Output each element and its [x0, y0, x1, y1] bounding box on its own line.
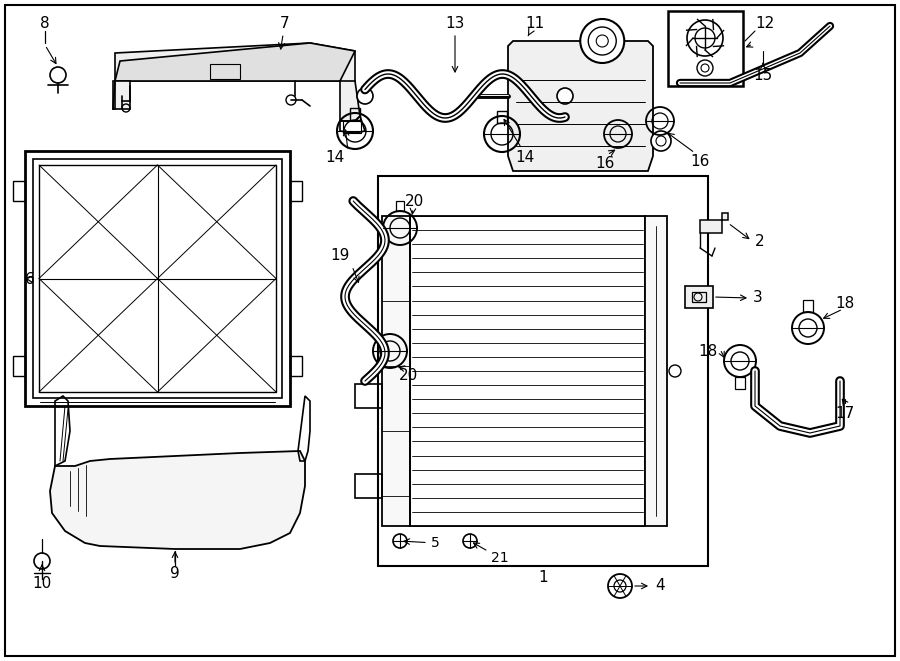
Polygon shape: [50, 451, 305, 549]
Text: 9: 9: [170, 566, 180, 580]
Bar: [39, 165, 276, 392]
Bar: [668, 11, 743, 86]
Bar: [25, 151, 290, 406]
Text: 16: 16: [690, 153, 710, 169]
Bar: [803, 300, 813, 312]
Bar: [350, 108, 360, 120]
Circle shape: [580, 19, 625, 63]
Bar: [382, 216, 410, 526]
Bar: [685, 286, 713, 308]
Text: 20: 20: [399, 368, 418, 383]
Text: 14: 14: [326, 151, 345, 165]
Polygon shape: [340, 81, 360, 121]
Polygon shape: [113, 81, 130, 109]
Text: 8: 8: [40, 15, 50, 30]
Bar: [735, 377, 745, 389]
Polygon shape: [115, 43, 355, 91]
Text: 14: 14: [516, 151, 535, 165]
Bar: [13, 356, 25, 376]
Text: 21: 21: [473, 543, 508, 565]
Text: 3: 3: [753, 290, 763, 305]
Bar: [396, 201, 404, 211]
Text: 19: 19: [330, 249, 350, 264]
Bar: [497, 111, 507, 123]
Bar: [378, 176, 708, 566]
Bar: [355, 474, 382, 498]
Text: 6: 6: [25, 272, 35, 286]
Polygon shape: [508, 41, 653, 171]
Polygon shape: [115, 43, 355, 81]
Bar: [343, 121, 361, 133]
Polygon shape: [700, 213, 728, 233]
Text: 18: 18: [698, 344, 717, 358]
Text: 7: 7: [279, 15, 290, 49]
Text: 1: 1: [538, 570, 548, 586]
Bar: [210, 64, 240, 79]
Bar: [290, 181, 302, 201]
Text: 18: 18: [835, 295, 855, 311]
Bar: [33, 159, 282, 398]
Circle shape: [357, 88, 373, 104]
Bar: [410, 216, 645, 526]
Text: 11: 11: [526, 15, 544, 36]
Text: 2: 2: [755, 233, 765, 249]
Circle shape: [557, 88, 573, 104]
Text: 13: 13: [446, 15, 464, 30]
Bar: [645, 216, 667, 526]
Text: 15: 15: [753, 69, 772, 83]
Text: 12: 12: [755, 15, 775, 30]
Text: 20: 20: [405, 194, 425, 208]
Text: 4: 4: [655, 578, 665, 594]
Circle shape: [651, 131, 671, 151]
Bar: [692, 292, 706, 302]
Circle shape: [608, 574, 632, 598]
Text: 17: 17: [835, 405, 855, 420]
Text: 16: 16: [595, 157, 615, 171]
Text: 10: 10: [32, 576, 51, 590]
Text: 5: 5: [404, 536, 439, 550]
Bar: [355, 384, 382, 408]
Bar: [13, 181, 25, 201]
Bar: [290, 356, 302, 376]
